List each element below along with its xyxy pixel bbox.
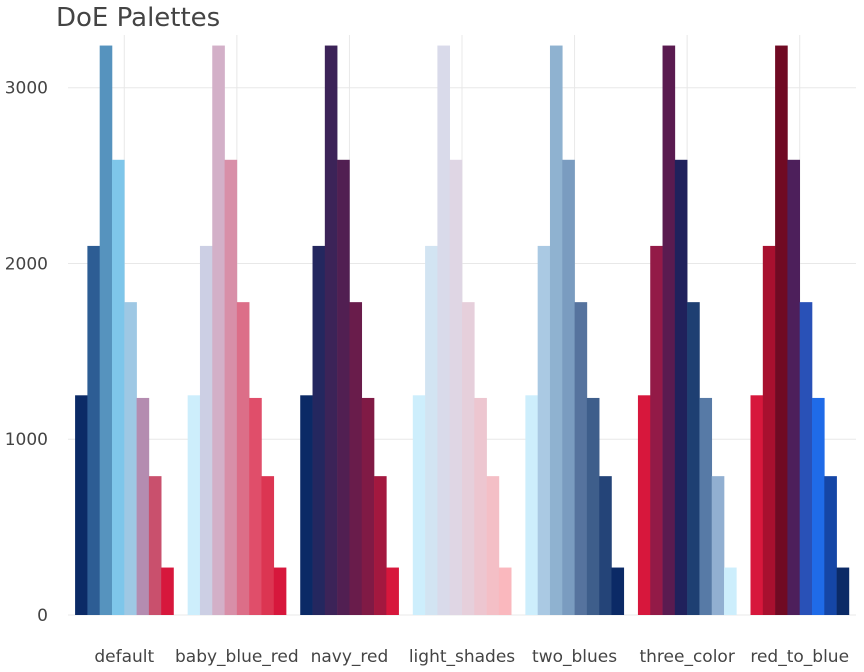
bar [337,159,350,616]
bar [836,567,850,615]
x-tick-label: two_blues [532,647,617,667]
bar [349,302,363,615]
bar [787,159,801,616]
bar [224,159,238,616]
bar [87,245,100,615]
bar [574,302,588,615]
bar [300,395,313,615]
bar [136,397,150,615]
bar [449,159,463,616]
bar [386,567,399,615]
bar-group-red_to_blue [750,45,850,616]
bar [799,302,813,615]
y-tick-label: 2000 [5,254,48,274]
bar [75,395,88,615]
bar [687,302,700,615]
bar [261,476,275,615]
bar [236,302,250,615]
bar [762,245,776,615]
x-axis: default baby_blue_red navy_red light_shades… [94,647,849,667]
bar [775,45,788,616]
bar [824,476,837,615]
bar [161,567,174,615]
bar [437,45,450,616]
bar [412,395,426,615]
bar [711,476,725,615]
x-tick-label: navy_red [311,647,389,667]
bar [650,245,663,615]
bar [199,245,213,615]
bar [662,45,676,616]
bars [75,45,850,616]
bar [249,397,262,615]
y-tick-label: 0 [37,606,48,626]
x-tick-label: default [94,647,154,667]
bar [312,245,326,615]
bar [498,567,512,615]
bar [549,45,563,616]
bar [637,395,651,615]
bar [562,159,575,616]
x-tick-label: red_to_blue [750,647,849,667]
bar-group-baby_blue_red [187,45,287,616]
bar [724,567,737,615]
bar [212,45,225,616]
bar [486,476,500,615]
bar [462,302,475,615]
bar [674,159,688,616]
bar-group-default [75,45,174,616]
bar [474,397,487,615]
chart-title: DoE Palettes [56,3,220,33]
bar [586,397,600,615]
bar [699,397,713,615]
y-tick-label: 1000 [5,430,48,450]
bar-group-two_blues [525,45,625,616]
bar [525,395,538,615]
bar [324,45,338,616]
x-tick-label: light_shades [409,647,515,667]
x-tick-label: three_color [639,647,734,667]
bar [599,476,612,615]
bar-group-three_color [637,45,737,616]
bar [124,302,137,615]
bar [111,159,125,616]
x-tick-label: baby_blue_red [175,647,299,667]
bar [611,567,625,615]
bar-group-navy_red [300,45,399,616]
bar [148,476,162,615]
y-axis: 0 1000 2000 3000 [5,79,48,626]
bar [750,395,764,615]
bar [273,567,287,615]
bar [99,45,113,616]
bar [812,397,825,615]
bar [537,245,551,615]
bar [187,395,201,615]
bar [425,245,438,615]
bar [374,476,387,615]
y-tick-label: 3000 [5,79,48,99]
bar-group-light_shades [412,45,512,616]
bar [361,397,375,615]
